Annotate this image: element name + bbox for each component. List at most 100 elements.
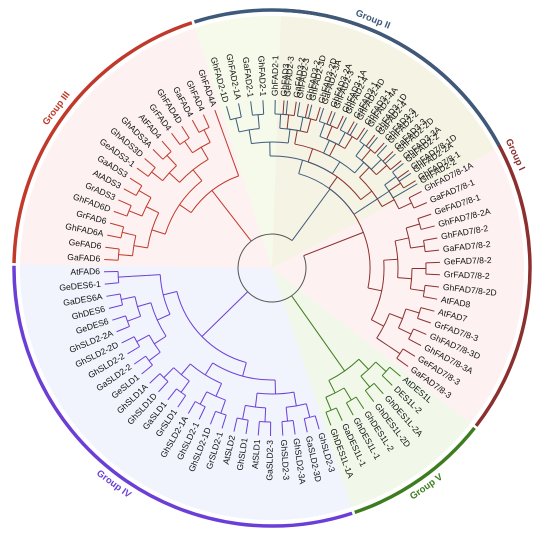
branch: [184, 140, 193, 154]
branch: [381, 375, 393, 386]
branch: [122, 231, 136, 237]
branch: [384, 153, 396, 164]
branch: [292, 420, 296, 435]
branch: [242, 405, 246, 420]
branch: [279, 127, 301, 132]
branch: [257, 391, 294, 395]
branch: [202, 114, 210, 128]
branch: [230, 116, 242, 121]
branch: [423, 237, 438, 241]
branch: [167, 388, 177, 401]
group-1-title: Group I: [503, 137, 527, 172]
branch: [413, 328, 427, 335]
branch: [192, 169, 203, 182]
branch: [198, 126, 210, 133]
branch: [136, 334, 150, 343]
branch: [375, 361, 387, 372]
branch: [325, 397, 332, 411]
branch: [304, 415, 316, 420]
branch: [219, 123, 225, 137]
branch: [148, 351, 161, 362]
root-branch: [303, 231, 364, 257]
branch: [113, 210, 128, 217]
branch: [328, 176, 338, 189]
branch: [147, 167, 156, 177]
branch: [396, 357, 409, 367]
leaf-label: GhFAD3: [279, 63, 291, 97]
branch: [398, 308, 407, 329]
group-5-background: [272, 268, 471, 508]
branch: [368, 136, 378, 149]
branch: [335, 407, 343, 421]
branch: [117, 248, 120, 261]
leaf-label: GhSLD2-3: [279, 439, 292, 480]
branch: [343, 387, 352, 401]
branch: [121, 296, 136, 300]
branch: [248, 129, 252, 144]
branch: [328, 358, 360, 381]
branch: [406, 223, 420, 229]
leaf-label: GrFAD7/8-2: [444, 269, 490, 281]
branch: [408, 191, 422, 199]
leaf-label: GeFAD6: [68, 237, 102, 251]
branch: [293, 391, 297, 406]
branch: [162, 165, 177, 181]
branch: [408, 338, 422, 347]
branch: [376, 164, 388, 176]
branch: [405, 308, 420, 314]
branch: [304, 103, 309, 118]
branch: [339, 117, 347, 131]
branch: [371, 319, 384, 327]
branch: [245, 420, 249, 435]
branch: [359, 166, 370, 178]
group-2-background: [194, 15, 495, 269]
branch: [420, 225, 435, 230]
branch: [376, 313, 390, 339]
branch: [285, 407, 289, 422]
branch: [157, 313, 171, 321]
group-arcs: [12, 8, 532, 528]
leaf-label: GeDES6-1: [59, 279, 102, 293]
branch: [233, 162, 240, 177]
branch: [417, 317, 431, 324]
branch: [392, 190, 406, 199]
branch: [109, 222, 124, 228]
branch: [319, 135, 339, 146]
branch: [116, 325, 130, 333]
branch: [329, 143, 337, 157]
group-2-arc: [193, 8, 501, 147]
branch: [349, 122, 358, 136]
branch: [123, 188, 137, 196]
branch: [403, 180, 416, 189]
branch: [279, 114, 282, 129]
branch: [374, 142, 385, 154]
branch: [118, 275, 133, 278]
branch: [120, 226, 125, 238]
branch: [392, 163, 404, 173]
branch: [190, 363, 222, 384]
leaf-label: GhFAD2-1: [270, 55, 281, 96]
branch: [187, 401, 196, 414]
branch: [381, 199, 395, 207]
branch: [384, 184, 394, 199]
branch: [252, 113, 264, 116]
branch: [305, 403, 311, 418]
branch: [365, 134, 376, 147]
leaf-label: GhFAD2-1: [256, 55, 268, 96]
branch: [151, 171, 163, 182]
branch: [364, 390, 375, 402]
branch: [338, 132, 346, 146]
branch: [285, 100, 289, 115]
branch: [410, 288, 425, 292]
branch: [141, 364, 153, 375]
root-branch: [291, 295, 346, 372]
branch: [376, 337, 389, 347]
branch: [325, 407, 337, 413]
branch: [354, 162, 365, 174]
branch: [303, 418, 308, 433]
root-branch: [211, 190, 252, 242]
branch: [242, 362, 247, 377]
branch: [146, 274, 161, 276]
branch: [373, 383, 384, 395]
branch: [423, 296, 438, 300]
